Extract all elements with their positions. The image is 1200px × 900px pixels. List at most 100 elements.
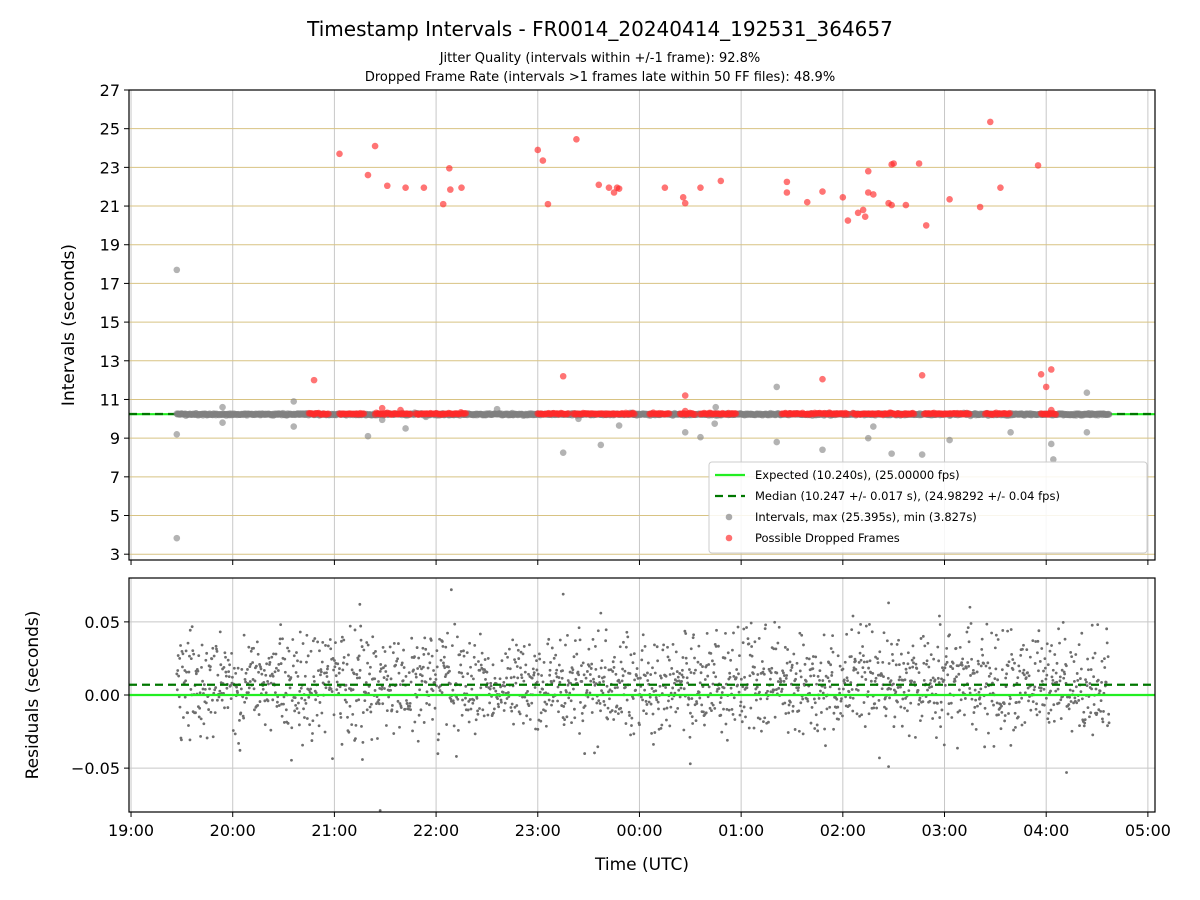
residual-point — [1022, 673, 1026, 677]
residual-point — [319, 673, 322, 677]
residual-point — [820, 711, 823, 714]
residual-point — [612, 666, 616, 669]
residual-point — [775, 671, 779, 675]
residual-point — [927, 665, 931, 669]
residual-point — [213, 711, 217, 715]
residual-point — [379, 663, 383, 666]
residual-point — [710, 709, 713, 713]
residual-point — [1025, 648, 1029, 652]
residual-point — [256, 652, 260, 656]
residual-point — [891, 652, 894, 656]
residual-point — [259, 667, 263, 671]
residual-point — [578, 638, 582, 642]
residual-point — [456, 729, 460, 732]
residual-point — [520, 673, 523, 677]
residual-point — [186, 711, 190, 715]
residual-point — [796, 688, 800, 692]
residual-point — [953, 679, 957, 683]
residual-point — [1027, 674, 1031, 678]
residual-point — [467, 720, 471, 724]
residual-point — [325, 675, 329, 678]
residual-point — [741, 685, 745, 689]
residual-point — [897, 663, 901, 667]
residual-point — [571, 668, 575, 672]
residual-point — [287, 649, 291, 653]
residual-point — [377, 702, 381, 706]
residual-point — [703, 678, 707, 681]
residual-point — [311, 639, 315, 643]
residual-point — [1069, 700, 1073, 703]
residual-point — [494, 689, 498, 693]
residual-point — [711, 703, 715, 707]
residual-point — [880, 687, 884, 691]
dropped-frame-point — [732, 410, 740, 417]
intervals-ytick-label-4: 11 — [100, 390, 120, 409]
residual-point — [842, 678, 846, 682]
residual-point — [607, 690, 610, 694]
residual-point — [1047, 721, 1051, 724]
residual-point — [444, 645, 448, 649]
residual-point — [415, 646, 419, 649]
residual-point — [1076, 678, 1080, 682]
residual-point — [1014, 725, 1017, 729]
residual-point — [641, 633, 645, 637]
residual-point — [1050, 644, 1053, 647]
dropped-frame-point — [544, 200, 552, 208]
residual-point — [263, 723, 267, 727]
residual-point — [636, 677, 640, 680]
residual-point — [699, 671, 703, 675]
residual-point — [408, 701, 412, 705]
residual-point — [907, 734, 911, 738]
residual-point — [813, 701, 817, 705]
residual-point — [1058, 641, 1061, 645]
residual-point — [537, 652, 541, 656]
residual-point — [204, 701, 208, 705]
residual-point — [443, 666, 447, 670]
residual-point — [825, 707, 829, 711]
residual-point — [723, 656, 727, 660]
residual-point — [360, 645, 364, 648]
residual-point — [504, 652, 508, 656]
residual-point — [1039, 689, 1043, 693]
residual-point — [1096, 678, 1100, 682]
residual-point — [364, 691, 368, 695]
residual-point — [502, 709, 506, 712]
residual-point — [418, 688, 422, 692]
residual-point — [464, 684, 468, 688]
residual-point — [884, 707, 888, 711]
residual-point — [271, 674, 275, 678]
residual-point — [665, 718, 668, 722]
residual-outlier-point — [938, 614, 941, 618]
residual-point — [1050, 675, 1054, 679]
residual-point — [532, 673, 536, 677]
residual-point — [972, 671, 976, 675]
residual-point — [839, 699, 843, 703]
residual-point — [218, 630, 222, 634]
residual-point — [912, 661, 915, 665]
residual-point — [872, 706, 876, 710]
residual-point — [366, 661, 369, 665]
dropped-frame-point — [915, 160, 923, 167]
residual-point — [573, 707, 576, 711]
residual-point — [325, 671, 328, 675]
residual-point — [187, 670, 191, 674]
residual-point — [888, 696, 891, 700]
residual-point — [643, 688, 647, 692]
residual-point — [616, 686, 619, 689]
residual-point — [988, 666, 992, 670]
interval-point — [946, 436, 953, 444]
residual-point — [703, 723, 706, 727]
dropped-frame-point — [447, 186, 454, 193]
residual-point — [1105, 627, 1109, 631]
dropped-frame-point — [997, 184, 1004, 191]
residual-point — [1052, 719, 1056, 723]
residual-point — [252, 646, 255, 650]
residual-point — [392, 732, 396, 735]
residual-point — [862, 701, 866, 704]
residual-point — [629, 653, 633, 657]
residual-point — [256, 704, 260, 707]
residual-point — [955, 675, 958, 679]
residual-point — [358, 668, 362, 672]
residual-point — [294, 671, 298, 674]
residual-point — [994, 667, 998, 671]
